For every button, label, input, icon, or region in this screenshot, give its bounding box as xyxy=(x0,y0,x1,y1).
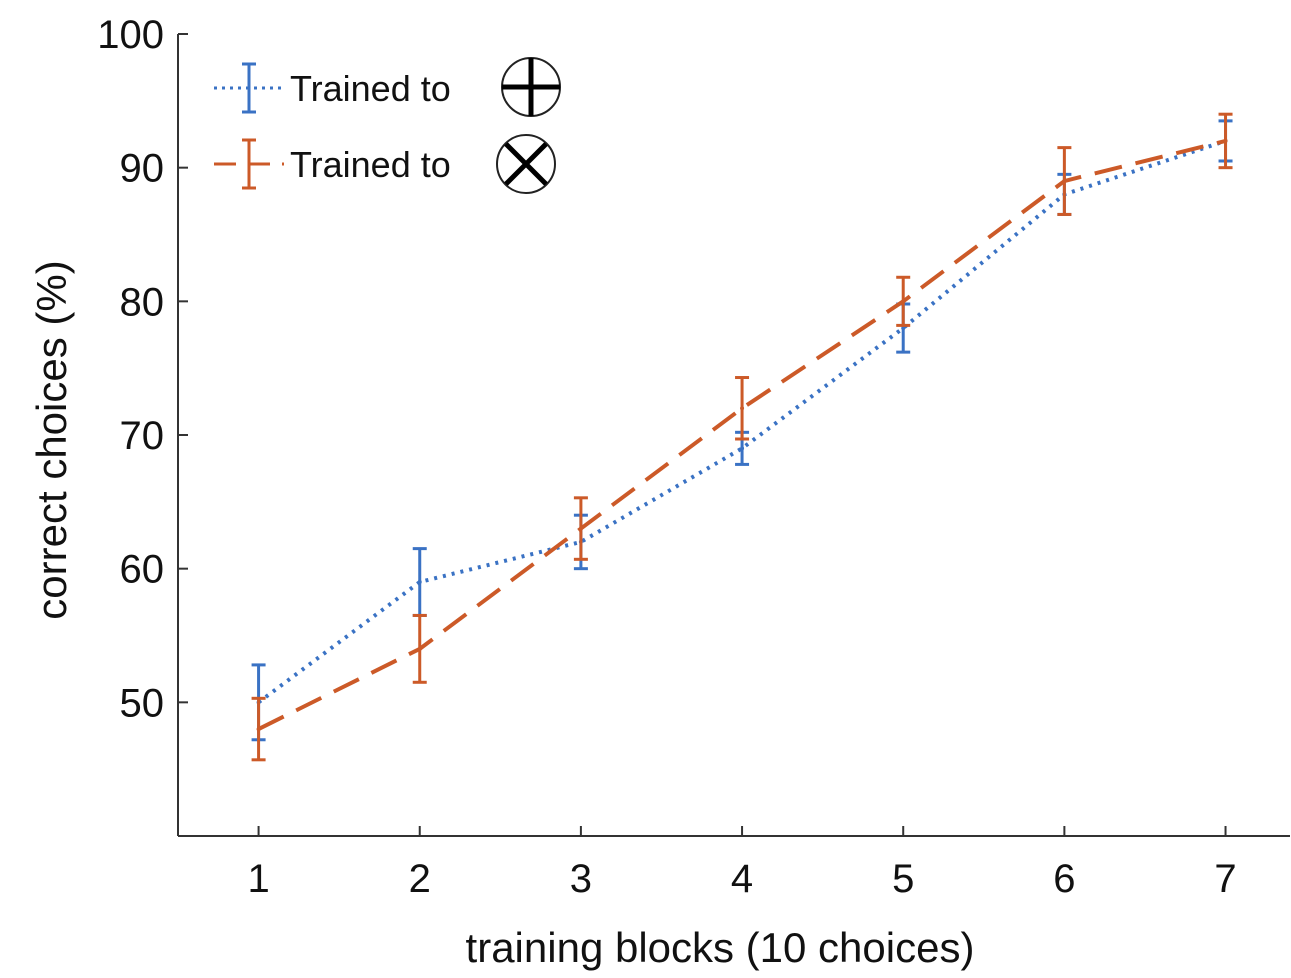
data-point xyxy=(417,580,422,585)
y-tick-label: 90 xyxy=(120,147,165,191)
legend: Trained to Trained to xyxy=(214,57,561,194)
legend-label-1: Trained to xyxy=(290,68,451,109)
data-point xyxy=(1062,179,1067,184)
data-point xyxy=(740,446,745,451)
x-ticks: 1 2 3 4 5 6 7 xyxy=(247,826,1237,901)
y-tick-label: 100 xyxy=(97,13,164,57)
x-axis-title: training blocks (10 choices) xyxy=(466,924,975,971)
series-2 xyxy=(251,112,1233,762)
y-tick-label: 70 xyxy=(120,414,165,458)
error-bar xyxy=(412,613,427,684)
error-bar xyxy=(412,547,427,617)
data-point xyxy=(901,326,906,331)
y-axis-title: correct choices (%) xyxy=(28,260,75,619)
data-point xyxy=(417,646,422,651)
cross-in-circle-icon xyxy=(496,134,556,194)
x-tick-label: 7 xyxy=(1214,857,1236,901)
y-tick-label: 60 xyxy=(120,548,165,592)
error-bar xyxy=(573,496,588,561)
y-tick-label: 80 xyxy=(120,280,165,324)
data-point xyxy=(256,727,261,732)
x-tick-label: 1 xyxy=(247,857,269,901)
data-point xyxy=(1223,138,1228,143)
error-bar xyxy=(896,275,911,327)
legend-item-1: Trained to xyxy=(214,57,561,117)
legend-item-2: Trained to xyxy=(214,134,556,194)
y-ticks: 50 60 70 80 90 100 xyxy=(97,13,188,725)
data-point xyxy=(578,526,583,531)
error-bar xyxy=(1057,146,1072,216)
x-tick-label: 4 xyxy=(731,857,753,901)
legend-label-2: Trained to xyxy=(290,144,451,185)
error-bar xyxy=(1218,112,1233,170)
plus-in-circle-icon xyxy=(501,57,561,117)
series-layer xyxy=(251,112,1233,762)
x-tick-label: 2 xyxy=(409,857,431,901)
error-bar xyxy=(251,696,266,762)
data-point xyxy=(901,299,906,304)
y-tick-label: 50 xyxy=(120,681,165,725)
data-point xyxy=(740,406,745,411)
x-tick-label: 6 xyxy=(1053,857,1075,901)
error-bar xyxy=(735,376,750,441)
x-tick-label: 3 xyxy=(570,857,592,901)
x-tick-label: 5 xyxy=(892,857,914,901)
